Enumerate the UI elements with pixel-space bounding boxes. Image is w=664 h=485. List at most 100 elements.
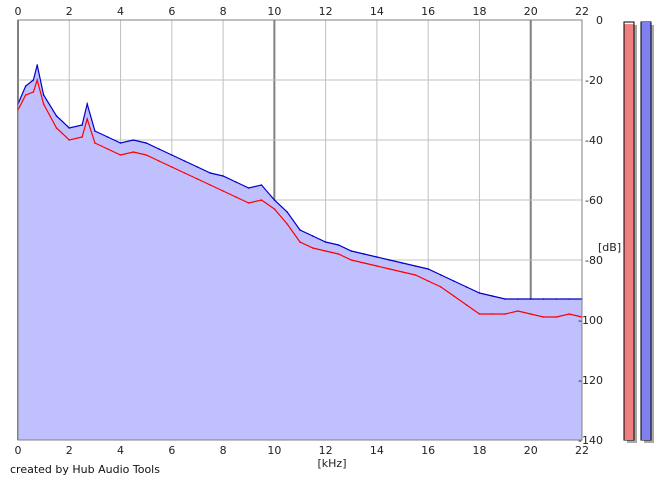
blue-channel-point bbox=[478, 292, 481, 294]
red-channel-point bbox=[24, 94, 27, 96]
blue-channel-point bbox=[196, 166, 199, 168]
blue-channel-point bbox=[273, 199, 276, 201]
red-channel-point bbox=[55, 127, 58, 129]
x-tick-label-bottom: 16 bbox=[421, 444, 435, 457]
blue-channel-point bbox=[286, 211, 289, 213]
red-channel-point bbox=[504, 313, 506, 315]
blue-channel-point bbox=[55, 115, 58, 117]
red-channel-point bbox=[350, 259, 353, 261]
blue-channel-point bbox=[171, 154, 173, 156]
x-tick-label-top: 14 bbox=[370, 5, 384, 18]
blue-channel-point bbox=[183, 160, 186, 162]
red-channel-point bbox=[68, 139, 71, 141]
x-tick-label-bottom: 4 bbox=[117, 444, 124, 457]
blue-channel-point bbox=[388, 259, 391, 261]
blue-channel-point bbox=[145, 142, 147, 144]
red-channel-point bbox=[171, 166, 173, 168]
red-channel-point bbox=[491, 313, 494, 315]
red-channel-point bbox=[36, 79, 38, 81]
x-tick-label-bottom: 20 bbox=[524, 444, 538, 457]
x-tick-label-top: 18 bbox=[472, 5, 486, 18]
x-tick-label-top: 6 bbox=[168, 5, 175, 18]
red-channel-point bbox=[555, 316, 558, 318]
credit-text: created by Hub Audio Tools bbox=[10, 463, 160, 476]
red-channel-point bbox=[427, 280, 430, 282]
red-channel-point bbox=[324, 250, 327, 252]
x-tick-label-bottom: 22 bbox=[575, 444, 589, 457]
blue-channel-point bbox=[376, 256, 378, 258]
red-channel-line bbox=[17, 77, 583, 318]
x-tick-label-top: 12 bbox=[319, 5, 333, 18]
blue-channel-point bbox=[568, 298, 570, 300]
red-channel-point bbox=[132, 151, 135, 153]
blue-channel-point bbox=[401, 262, 404, 264]
blue-channel-point bbox=[350, 250, 353, 252]
level-meters bbox=[623, 21, 654, 443]
blue-channel-point bbox=[337, 244, 340, 246]
red-channel-point bbox=[158, 160, 160, 162]
y-ticks: 0 -20 -40 -60 -80 -100 -120 -140 bbox=[578, 14, 603, 447]
blue-channel-point bbox=[504, 298, 506, 300]
x-axis-label: [kHz] bbox=[318, 457, 347, 470]
x-tick-label-bottom: 10 bbox=[267, 444, 281, 457]
blue-channel-point bbox=[81, 124, 83, 126]
y-tick-label: 0 bbox=[596, 14, 603, 27]
blue-channel-point bbox=[299, 229, 301, 231]
blue-channel-point bbox=[209, 172, 212, 174]
blue-channel-point bbox=[465, 286, 468, 288]
blue-channel-point bbox=[529, 298, 532, 300]
y-tick-label: -100 bbox=[578, 314, 603, 327]
x-tick-label-top: 4 bbox=[117, 5, 124, 18]
blue-channel-point bbox=[132, 139, 135, 141]
blue-channel-point bbox=[119, 142, 122, 144]
blue-channel-point bbox=[32, 79, 35, 81]
x-tick-label-bottom: 0 bbox=[15, 444, 22, 457]
y-axis-label: [dB] bbox=[598, 241, 621, 254]
blue-channel-point bbox=[247, 187, 250, 189]
blue-channel-point bbox=[24, 85, 27, 87]
red-channel-point bbox=[453, 295, 455, 297]
blue-channel-point bbox=[94, 130, 96, 132]
red-channel-point bbox=[247, 202, 250, 204]
red-channel-point bbox=[42, 103, 45, 105]
red-channel-point bbox=[401, 271, 404, 273]
blue-channel-point bbox=[235, 181, 237, 183]
blue-channel-point bbox=[427, 268, 430, 270]
level-meter-left bbox=[624, 24, 634, 441]
y-tick-label: -20 bbox=[585, 74, 603, 87]
plot-frame bbox=[17, 19, 583, 441]
red-channel-point bbox=[568, 313, 570, 315]
y-tick-label: -80 bbox=[585, 254, 603, 267]
blue-channel-point bbox=[453, 280, 455, 282]
red-channel-point bbox=[260, 199, 263, 201]
blue-channel-point bbox=[158, 148, 160, 150]
red-channel-point bbox=[517, 310, 519, 312]
blue-channel-line bbox=[17, 64, 582, 300]
blue-channel-point bbox=[260, 184, 263, 186]
y-tick-label: -120 bbox=[578, 374, 603, 387]
red-channel-point bbox=[388, 268, 391, 270]
red-channel-point bbox=[529, 313, 532, 315]
red-channel-point bbox=[465, 304, 468, 306]
x-tick-label-bottom: 8 bbox=[220, 444, 227, 457]
x-tick-label-top: 2 bbox=[66, 5, 73, 18]
red-channel-point bbox=[94, 142, 96, 144]
x-tick-label-top: 20 bbox=[524, 5, 538, 18]
red-channel-point bbox=[363, 262, 365, 264]
blue-channel-point bbox=[414, 265, 417, 267]
red-channel-point bbox=[86, 118, 88, 120]
y-tick-label: -40 bbox=[585, 134, 603, 147]
red-channel-point bbox=[106, 148, 109, 150]
red-channel-point bbox=[209, 184, 212, 186]
red-channel-point bbox=[222, 190, 224, 192]
red-channel-point bbox=[81, 136, 83, 138]
x-tick-label-bottom: 6 bbox=[168, 444, 175, 457]
blue-channel-point bbox=[555, 298, 558, 300]
blue-channel-point bbox=[312, 235, 314, 237]
blue-channel-point bbox=[36, 64, 38, 66]
red-channel-point bbox=[145, 154, 147, 156]
red-channel-point bbox=[414, 274, 417, 276]
red-channel-point bbox=[337, 253, 340, 255]
